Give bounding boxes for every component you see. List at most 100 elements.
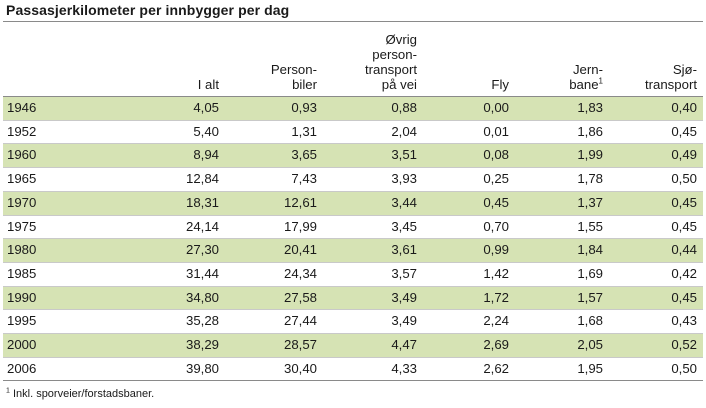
value-cell: 0,42 [609, 262, 703, 287]
value-cell: 3,44 [323, 191, 423, 216]
table-row: 1985 31,44 24,34 3,57 1,42 1,69 0,42 [3, 262, 703, 287]
value-cell: 2,62 [423, 357, 515, 382]
table-row: 1990 34,80 27,58 3,49 1,72 1,57 0,45 [3, 286, 703, 311]
value-cell: 0,99 [423, 238, 515, 263]
value-cell: 24,34 [225, 262, 323, 287]
value-cell: 1,99 [515, 143, 609, 169]
value-cell: 30,40 [225, 357, 323, 382]
table-row: 2000 38,29 28,57 4,47 2,69 2,05 0,52 [3, 333, 703, 358]
value-cell: 3,45 [323, 215, 423, 240]
header-air: Fly [423, 21, 515, 97]
header-row: I alt Person-biler Øvrig person- transpor… [3, 21, 703, 97]
value-cell: 3,49 [323, 286, 423, 311]
value-cell: 1,68 [515, 309, 609, 335]
table-row: 1965 12,84 7,43 3,93 0,25 1,78 0,50 [3, 167, 703, 192]
value-cell: 27,58 [225, 286, 323, 311]
value-cell: 28,57 [225, 333, 323, 358]
value-cell: 0,50 [609, 357, 703, 382]
data-table: I alt Person-biler Øvrig person- transpor… [3, 21, 703, 382]
value-cell: 1,69 [515, 262, 609, 287]
value-cell: 0,25 [423, 167, 515, 192]
year-cell: 2000 [3, 333, 121, 358]
value-cell: 1,86 [515, 120, 609, 145]
value-cell: 1,83 [515, 96, 609, 121]
value-cell: 39,80 [121, 357, 225, 382]
value-cell: 2,24 [423, 309, 515, 335]
value-cell: 2,69 [423, 333, 515, 358]
header-rail: Jern-bane1 [515, 21, 609, 97]
value-cell: 18,31 [121, 191, 225, 216]
value-cell: 1,57 [515, 286, 609, 311]
value-cell: 35,28 [121, 309, 225, 335]
value-cell: 17,99 [225, 215, 323, 240]
value-cell: 1,78 [515, 167, 609, 192]
value-cell: 3,61 [323, 238, 423, 263]
value-cell: 2,04 [323, 120, 423, 145]
year-cell: 1980 [3, 238, 121, 263]
value-cell: 3,51 [323, 143, 423, 169]
table-row: 1970 18,31 12,61 3,44 0,45 1,37 0,45 [3, 191, 703, 216]
value-cell: 27,44 [225, 309, 323, 335]
year-cell: 1995 [3, 309, 121, 335]
value-cell: 12,61 [225, 191, 323, 216]
value-cell: 3,93 [323, 167, 423, 192]
value-cell: 24,14 [121, 215, 225, 240]
value-cell: 0,00 [423, 96, 515, 121]
value-cell: 0,01 [423, 120, 515, 145]
value-cell: 4,05 [121, 96, 225, 121]
header-cars: Person-biler [225, 21, 323, 97]
table-title: Passasjerkilometer per innbygger per dag [6, 2, 290, 18]
value-cell: 1,55 [515, 215, 609, 240]
table-row: 1952 5,40 1,31 2,04 0,01 1,86 0,45 [3, 120, 703, 145]
value-cell: 0,70 [423, 215, 515, 240]
year-cell: 2006 [3, 357, 121, 382]
header-sea: Sjø-transport [609, 21, 703, 97]
value-cell: 38,29 [121, 333, 225, 358]
table-row: 1980 27,30 20,41 3,61 0,99 1,84 0,44 [3, 238, 703, 263]
value-cell: 0,52 [609, 333, 703, 358]
value-cell: 0,45 [609, 286, 703, 311]
header-other-road: Øvrig person- transport på vei [323, 21, 423, 97]
year-cell: 1960 [3, 143, 121, 169]
value-cell: 8,94 [121, 143, 225, 169]
value-cell: 1,72 [423, 286, 515, 311]
header-total: I alt [121, 21, 225, 97]
value-cell: 1,31 [225, 120, 323, 145]
table-row: 1960 8,94 3,65 3,51 0,08 1,99 0,49 [3, 143, 703, 169]
value-cell: 0,49 [609, 143, 703, 169]
value-cell: 3,57 [323, 262, 423, 287]
year-cell: 1985 [3, 262, 121, 287]
year-cell: 1946 [3, 96, 121, 121]
value-cell: 4,47 [323, 333, 423, 358]
value-cell: 2,05 [515, 333, 609, 358]
value-cell: 7,43 [225, 167, 323, 192]
value-cell: 4,33 [323, 357, 423, 382]
value-cell: 0,43 [609, 309, 703, 335]
header-year [3, 21, 121, 97]
value-cell: 27,30 [121, 238, 225, 263]
year-cell: 1975 [3, 215, 121, 240]
footnote: 1 Inkl. sporveier/forstadsbaner. [6, 387, 155, 400]
value-cell: 3,49 [323, 309, 423, 335]
value-cell: 1,42 [423, 262, 515, 287]
value-cell: 0,45 [609, 120, 703, 145]
value-cell: 5,40 [121, 120, 225, 145]
year-cell: 1952 [3, 120, 121, 145]
value-cell: 1,95 [515, 357, 609, 382]
value-cell: 1,84 [515, 238, 609, 263]
year-cell: 1965 [3, 167, 121, 192]
value-cell: 0,50 [609, 167, 703, 192]
value-cell: 20,41 [225, 238, 323, 263]
value-cell: 3,65 [225, 143, 323, 169]
table-row: 1995 35,28 27,44 3,49 2,24 1,68 0,43 [3, 309, 703, 335]
value-cell: 0,45 [609, 215, 703, 240]
year-cell: 1970 [3, 191, 121, 216]
table-row: 1946 4,05 0,93 0,88 0,00 1,83 0,40 [3, 96, 703, 121]
value-cell: 0,44 [609, 238, 703, 263]
table-row: 2006 39,80 30,40 4,33 2,62 1,95 0,50 [3, 357, 703, 382]
value-cell: 0,45 [609, 191, 703, 216]
value-cell: 1,37 [515, 191, 609, 216]
value-cell: 31,44 [121, 262, 225, 287]
value-cell: 0,88 [323, 96, 423, 121]
value-cell: 0,08 [423, 143, 515, 169]
